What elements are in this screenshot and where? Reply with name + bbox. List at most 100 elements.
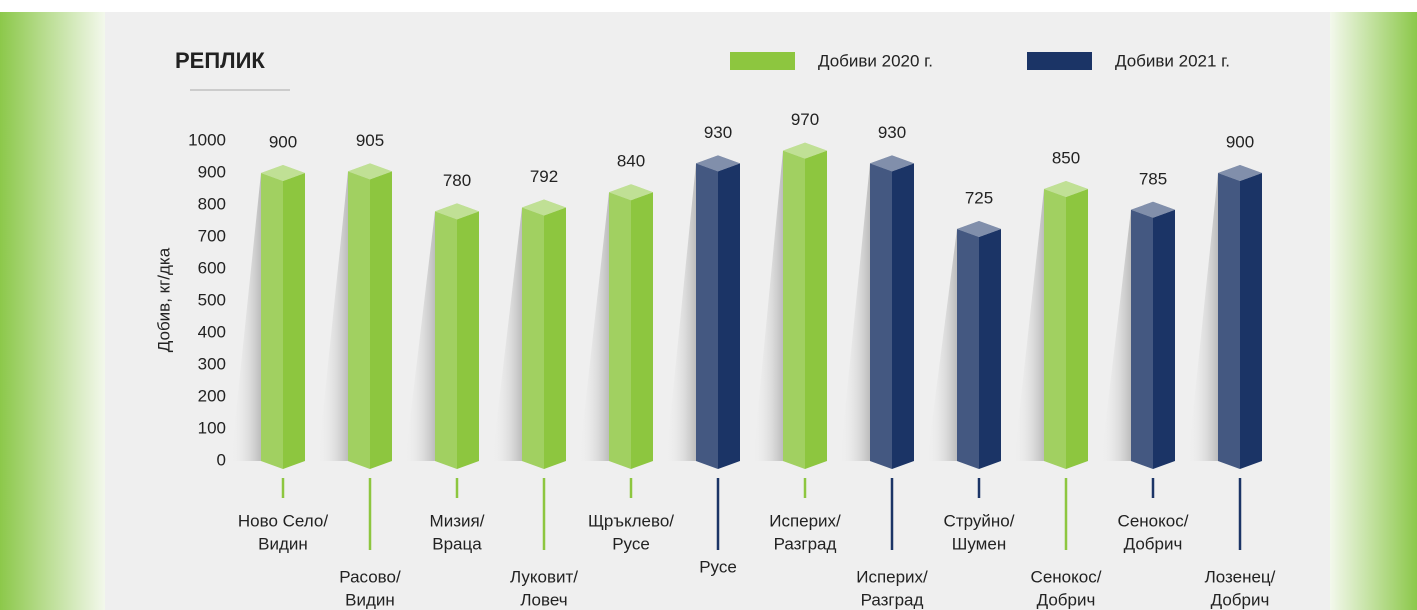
bar-face-left-light	[1044, 189, 1066, 469]
bar-face-left-light	[957, 229, 979, 469]
value-label: 850	[1052, 148, 1080, 167]
bar-face-right	[1066, 189, 1088, 469]
x-tick-label: Добрич	[1211, 590, 1270, 609]
x-tick-label: Добрич	[1124, 534, 1183, 553]
bar-top-light	[1131, 201, 1175, 218]
bar	[1044, 181, 1088, 469]
bar-top-light	[348, 163, 392, 180]
value-label: 905	[356, 131, 384, 150]
bar-top-light	[783, 142, 827, 159]
value-label: 900	[1226, 132, 1254, 151]
bar-face-right	[283, 173, 305, 469]
y-tick-label: 0	[217, 450, 226, 469]
x-tick-label: Исперих/	[856, 567, 928, 586]
bar-face-left-light	[261, 173, 283, 469]
x-tick-label: Расово/	[339, 567, 401, 586]
bar-shadow	[405, 211, 435, 461]
bar-top	[609, 184, 653, 201]
bar	[261, 165, 305, 469]
legend-label: Добиви 2021 г.	[1115, 51, 1230, 70]
x-tick-label: Луковит/	[510, 567, 578, 586]
x-tick-label: Шумен	[952, 534, 1006, 553]
y-tick-label: 400	[198, 322, 226, 341]
value-label: 930	[704, 123, 732, 142]
bar-top-light	[1218, 165, 1262, 181]
bar-face-left-light	[783, 150, 805, 469]
bar-face-right	[457, 211, 479, 469]
y-tick-label: 700	[198, 226, 226, 245]
legend-swatch	[1027, 52, 1092, 70]
bar	[609, 184, 653, 469]
value-label: 780	[443, 171, 471, 190]
bar-face-right	[370, 171, 392, 469]
bar	[783, 142, 827, 469]
bar-top	[783, 142, 827, 159]
x-tick-label: Ловеч	[520, 590, 567, 609]
y-tick-label: 200	[198, 386, 226, 405]
bar-shadow	[1101, 209, 1131, 461]
bar-top-light	[696, 155, 740, 172]
bar	[522, 199, 566, 469]
bar-top	[348, 163, 392, 180]
bar-face-left	[435, 211, 457, 469]
bar	[957, 221, 1001, 469]
bar-top-light	[870, 155, 914, 172]
bar	[870, 155, 914, 469]
value-label: 725	[965, 188, 993, 207]
bar-face-right	[892, 163, 914, 469]
bar	[1218, 165, 1262, 469]
y-axis-label: Добив, кг/дка	[154, 247, 173, 352]
value-label: 792	[530, 167, 558, 186]
x-tick-label: Разград	[774, 534, 837, 553]
bar-top-light	[957, 221, 1001, 237]
bar-face-left-light	[348, 171, 370, 469]
x-tick-label: Щръклево/	[588, 511, 674, 530]
bar-face-right	[979, 229, 1001, 469]
legend-label: Добиви 2020 г.	[818, 51, 933, 70]
y-tick-label: 100	[198, 418, 226, 437]
bar-shadow	[666, 163, 696, 461]
value-label: 840	[617, 152, 645, 171]
bar-face-left	[609, 192, 631, 469]
bar-face-right	[718, 163, 740, 469]
bar-face-right	[805, 150, 827, 469]
bar-top-light	[609, 184, 653, 201]
side-left	[0, 12, 105, 610]
y-tick-label: 900	[198, 162, 226, 181]
bar-shadow	[840, 163, 870, 461]
bar-top	[696, 155, 740, 172]
x-tick-label: Струйно/	[944, 511, 1015, 530]
bar-face-left	[870, 163, 892, 469]
bar-shadow	[927, 229, 957, 461]
bar-top	[435, 203, 479, 220]
x-tick-label: Русе	[612, 534, 650, 553]
bar	[348, 163, 392, 469]
x-tick-label: Лозенец/	[1205, 567, 1276, 586]
bar-face-left	[1218, 173, 1240, 469]
x-tick-label: Исперих/	[769, 511, 841, 530]
bar-top	[1131, 201, 1175, 218]
value-label: 785	[1139, 169, 1167, 188]
bar-shadow	[318, 171, 348, 461]
x-tick-label: Мизия/	[430, 511, 485, 530]
bar-face-left-light	[870, 163, 892, 469]
bar-face-left-light	[609, 192, 631, 469]
bar-top	[1218, 165, 1262, 181]
bar-face-left-light	[696, 163, 718, 469]
y-tick-label: 1000	[188, 130, 226, 149]
bar	[696, 155, 740, 469]
y-tick-label: 300	[198, 354, 226, 373]
bar-top	[261, 165, 305, 181]
bar-face-left-light	[435, 211, 457, 469]
bar-face-right	[631, 192, 653, 469]
y-tick-label: 800	[198, 194, 226, 213]
x-tick-label: Видин	[258, 534, 308, 553]
bar	[435, 203, 479, 469]
y-tick-label: 500	[198, 290, 226, 309]
bar-top-light	[261, 165, 305, 181]
bar-face-left	[348, 171, 370, 469]
x-tick-label: Враца	[432, 534, 482, 553]
value-label: 930	[878, 123, 906, 142]
value-label: 900	[269, 132, 297, 151]
